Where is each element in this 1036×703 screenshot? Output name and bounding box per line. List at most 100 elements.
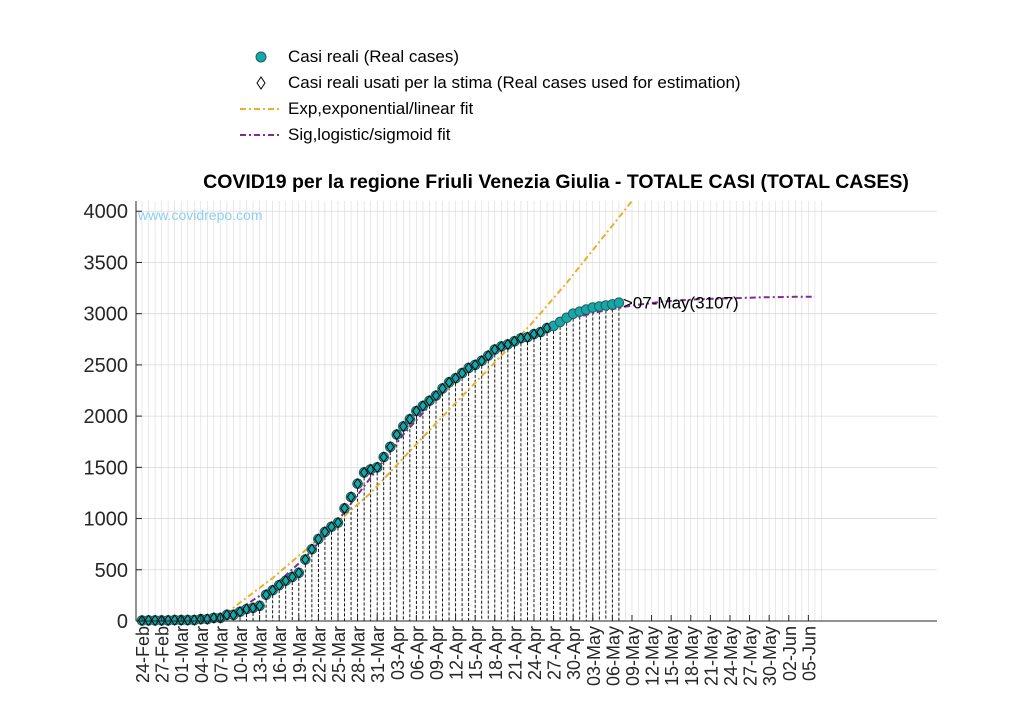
estimation-point: [203, 613, 212, 625]
x-tick-label: 25-Mar: [329, 626, 349, 683]
legend-label: Exp,exponential/linear fit: [288, 99, 474, 118]
x-tick-label: 13-Mar: [251, 626, 271, 683]
estimation-point: [301, 553, 310, 566]
estimation-point: [536, 326, 545, 338]
diamond-marker-icon: [256, 76, 266, 90]
x-tick-label: 04-Mar: [192, 626, 212, 683]
estimation-point: [183, 614, 192, 626]
estimation-point: [471, 359, 480, 371]
legend-item-sig-fit: Sig,logistic/sigmoid fit: [238, 122, 838, 148]
estimation-point: [359, 466, 369, 479]
estimation-point: [477, 355, 486, 367]
estimation-point: [392, 428, 401, 441]
plot-area: [136, 201, 937, 621]
x-tick-label: 27-Feb: [153, 626, 173, 683]
teal-circle-marker-icon: [255, 51, 267, 63]
last-value-annotation: >07-May(3107): [623, 294, 739, 313]
estimation-point: [418, 400, 428, 412]
estimation-point: [137, 614, 147, 627]
estimation-point: [157, 614, 166, 627]
estimation-point: [542, 322, 552, 334]
estimation-point: [353, 477, 362, 490]
estimation-point: [275, 579, 284, 591]
estimation-point: [327, 520, 336, 533]
legend: Casi reali (Real cases) Casi reali usati…: [238, 44, 838, 148]
estimation-point: [177, 614, 186, 626]
estimation-point: [386, 441, 395, 453]
x-tick-label: 24-May: [721, 626, 741, 686]
estimation-point: [516, 332, 526, 345]
estimation-point: [373, 461, 382, 474]
x-tick-label: 24-Feb: [133, 626, 153, 683]
x-tick-label: 09-Apr: [427, 626, 447, 680]
x-tick-label: 22-Mar: [309, 626, 329, 683]
estimation-point: [490, 343, 499, 356]
y-tick-label: 2000: [84, 406, 129, 428]
estimation-point: [333, 516, 343, 529]
estimation-point: [340, 502, 349, 515]
estimation-point: [248, 602, 258, 614]
estimation-point: [438, 382, 447, 395]
x-tick-label: 30-Apr: [564, 626, 584, 680]
estimation-point: [464, 362, 473, 374]
legend-item-estimation-cases: Casi reali usati per la stima (Real case…: [238, 70, 838, 96]
x-tick-label: 03-Apr: [388, 626, 408, 680]
estimation-point: [425, 394, 434, 407]
estimation-point: [294, 567, 303, 579]
estimation-point: [268, 584, 277, 597]
estimation-point: [229, 609, 238, 621]
x-tick-label: 27-May: [741, 626, 761, 686]
estimation-point: [261, 589, 271, 601]
estimation-point: [484, 349, 493, 362]
y-tick-label: 4000: [84, 201, 129, 223]
x-tick-label: 01-Mar: [172, 626, 192, 683]
estimation-point: [163, 614, 173, 627]
estimation-point: [497, 340, 506, 353]
estimation-point: [366, 463, 375, 476]
x-tick-label: 10-Mar: [231, 626, 251, 683]
x-tick-label: 21-Apr: [505, 626, 525, 680]
y-tick-label: 3500: [84, 252, 129, 274]
estimation-point: [170, 614, 179, 626]
x-tick-label: 09-May: [623, 626, 643, 686]
estimation-point: [503, 338, 513, 351]
x-tick-label: 15-Apr: [466, 626, 486, 680]
exp-fit-line: [213, 200, 633, 622]
estimation-point: [314, 533, 323, 545]
x-tick-label: 12-May: [643, 626, 663, 686]
x-tick-label: 18-Apr: [486, 626, 506, 680]
legend-label: Casi reali usati per la stima (Real case…: [288, 73, 741, 92]
x-tick-label: 19-Mar: [290, 626, 310, 683]
estimation-point: [412, 405, 421, 417]
legend-label: Casi reali (Real cases): [288, 47, 459, 66]
estimation-point: [523, 331, 532, 344]
y-tick-label: 500: [95, 560, 128, 582]
estimation-point: [242, 603, 251, 615]
estimation-point: [209, 612, 219, 624]
x-tick-label: 28-Mar: [349, 626, 369, 683]
estimation-point: [451, 372, 460, 384]
x-tick-label: 07-Mar: [211, 626, 231, 683]
y-tick-label: 1500: [84, 457, 129, 479]
x-tick-label: 16-Mar: [270, 626, 290, 683]
x-tick-label: 05-Jun: [799, 626, 819, 681]
estimation-point: [255, 600, 264, 612]
x-tick-label: 27-Apr: [545, 626, 565, 680]
estimation-point: [457, 367, 467, 379]
estimation-point: [281, 574, 290, 587]
purple-dashdot-line-icon: [240, 134, 282, 136]
x-tick-label: 15-May: [662, 626, 682, 686]
x-tick-label: 31-Mar: [368, 626, 388, 683]
y-tick-label: 0: [117, 611, 128, 633]
legend-item-exp-fit: Exp,exponential/linear fit: [238, 96, 838, 122]
estimation-point: [222, 609, 232, 621]
x-tick-label: 06-May: [603, 626, 623, 686]
estimation-point: [510, 335, 519, 348]
estimation-point: [320, 526, 330, 538]
x-tick-label: 30-May: [760, 626, 780, 686]
x-tick-label: 12-Apr: [447, 626, 467, 680]
estimation-point: [405, 413, 415, 425]
estimation-point: [444, 376, 454, 389]
